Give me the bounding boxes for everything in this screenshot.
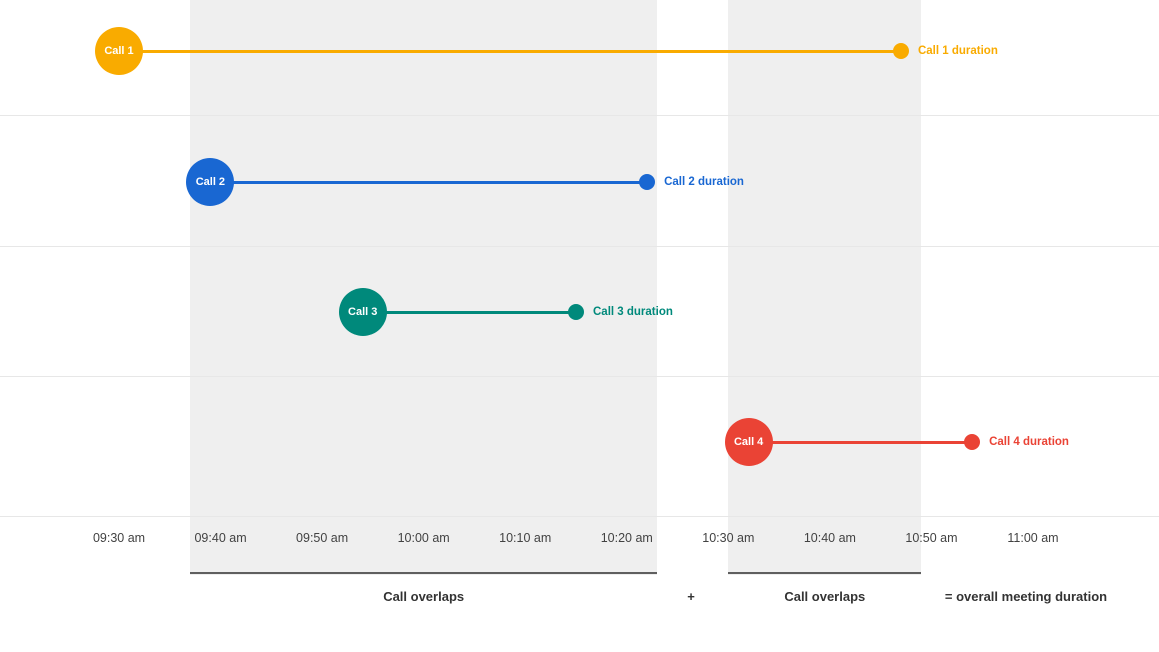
region-underline bbox=[190, 572, 658, 574]
call-end-dot bbox=[964, 434, 981, 450]
call-duration-label: Call 4 duration bbox=[989, 436, 1069, 448]
x-tick-label: 09:30 am bbox=[92, 531, 146, 545]
call-duration-line bbox=[362, 310, 576, 314]
overlap-region bbox=[190, 0, 658, 575]
call-duration-label: Call 1 duration bbox=[917, 45, 998, 57]
gridline bbox=[0, 115, 1159, 116]
call-end-dot bbox=[568, 304, 584, 320]
call-start-circle: Call 3 bbox=[338, 288, 387, 336]
x-tick-label: 10:40 am bbox=[803, 531, 856, 545]
x-tick-label: 09:40 am bbox=[194, 531, 247, 545]
x-tick-label: 11:00 am bbox=[1007, 531, 1059, 545]
gridline bbox=[0, 246, 1159, 247]
call-duration-label: Call 3 duration bbox=[593, 306, 673, 318]
call-end-dot bbox=[892, 43, 909, 59]
call-duration-line bbox=[210, 180, 648, 184]
x-tick-label: 10:20 am bbox=[600, 531, 653, 545]
gridline bbox=[0, 516, 1159, 517]
call-duration-line bbox=[748, 440, 973, 444]
call-start-circle: Call 1 bbox=[95, 27, 143, 75]
x-tick-label: 10:00 am bbox=[397, 531, 450, 545]
x-tick-label: 10:50 am bbox=[905, 531, 958, 545]
x-tick-label: 10:10 am bbox=[499, 531, 552, 545]
overlap-region bbox=[728, 0, 922, 575]
plus-label: + bbox=[687, 589, 695, 604]
call-start-circle: Call 2 bbox=[186, 158, 235, 206]
region-label: Call overlaps bbox=[383, 589, 465, 604]
region-underline bbox=[728, 572, 922, 574]
call-start-circle: Call 4 bbox=[724, 418, 773, 466]
x-tick-label: 10:30 am bbox=[702, 531, 755, 545]
x-tick-label: 09:50 am bbox=[296, 531, 349, 545]
overall-meeting-duration-label: = overall meeting duration bbox=[944, 589, 1108, 604]
call-duration-label: Call 2 duration bbox=[664, 176, 744, 188]
call-duration-line bbox=[119, 49, 901, 53]
call-end-dot bbox=[639, 174, 656, 190]
region-label: Call overlaps bbox=[784, 589, 866, 604]
gridline bbox=[0, 376, 1159, 377]
